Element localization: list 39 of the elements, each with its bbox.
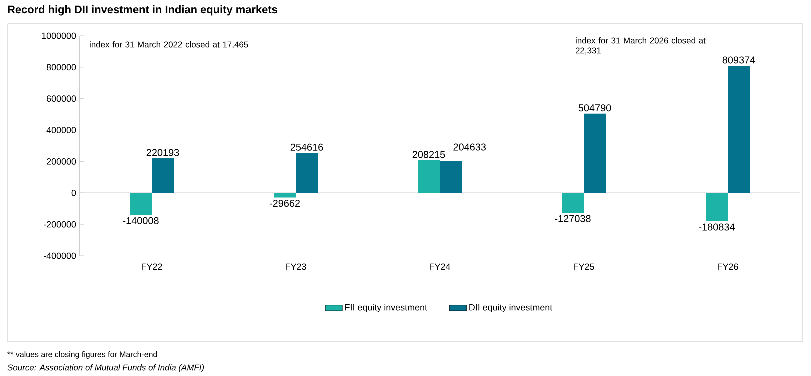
data-label: -127038 — [555, 215, 591, 222]
bar — [728, 66, 750, 194]
bar — [296, 153, 318, 194]
bar — [562, 193, 584, 214]
annotation: index for 31 March 2022 closed at 17,465 — [90, 42, 248, 49]
bar — [152, 158, 174, 194]
data-label: 208215 — [412, 151, 446, 158]
x-tick-label: FY22 — [142, 264, 162, 270]
y-tick-label: 800000 — [46, 64, 76, 71]
bar — [440, 160, 462, 194]
annotation: index for 31 March 2026 closed at 22,331 — [576, 38, 706, 55]
y-tick-label: 1000000 — [42, 32, 76, 40]
y-tick-label: -400000 — [44, 252, 76, 260]
bar — [584, 114, 606, 194]
x-tick-label: FY23 — [286, 264, 306, 270]
data-label: 809374 — [722, 56, 756, 64]
data-label: -29662 — [270, 200, 300, 208]
legend-label: FII equity investment — [346, 304, 428, 313]
data-label: -180834 — [699, 224, 735, 231]
y-tick-label: 200000 — [47, 158, 76, 165]
y-tick-label: 0 — [72, 190, 76, 196]
source-note: Source: Association of Mutual Funds of India (AMFI) — [8, 364, 204, 372]
bar — [418, 160, 440, 194]
x-tick-label: FY24 — [430, 264, 450, 270]
data-label: 254616 — [290, 144, 324, 151]
data-label: 220193 — [146, 149, 180, 156]
legend-label: DII equity investment — [470, 304, 553, 313]
data-label: -140008 — [123, 217, 159, 224]
y-tick-label: 600000 — [47, 96, 76, 102]
bar — [706, 193, 728, 222]
bar — [274, 193, 296, 198]
bar — [130, 193, 152, 216]
y-tick-label: 400000 — [46, 127, 76, 134]
y-tick-label: -200000 — [44, 221, 76, 228]
x-tick-label: FY26 — [718, 264, 738, 270]
chart-title: Record high DII investment in Indian equity markets — [8, 6, 278, 16]
x-tick-label: FY25 — [574, 264, 594, 270]
data-label: 204633 — [454, 144, 486, 151]
data-label: 504790 — [578, 104, 612, 112]
